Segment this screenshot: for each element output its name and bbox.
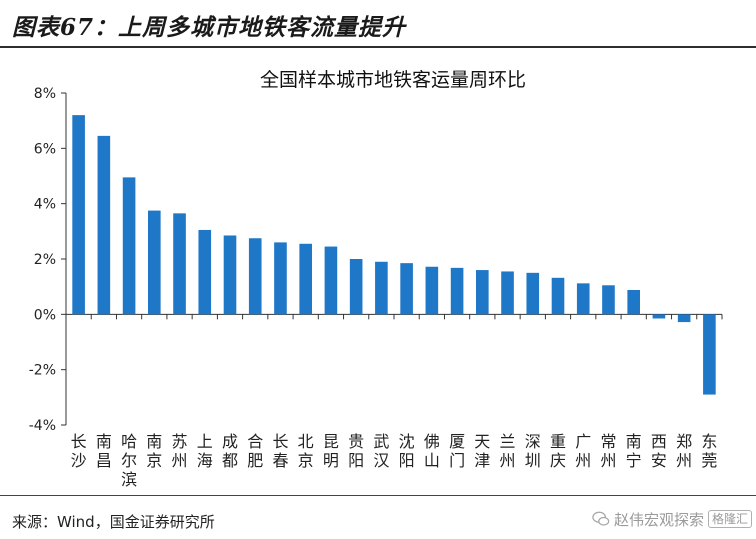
bar-23 [627,289,640,315]
x-tick-label: 天津 [474,432,490,470]
x-tick-label: 兰州 [500,432,516,470]
bar-9 [274,242,287,315]
x-tick-label: 苏州 [172,432,188,470]
chart-title: 全国样本城市地铁客运量周环比 [260,69,526,91]
bar-26 [703,314,716,395]
bar-2 [97,135,111,315]
bar-13 [375,261,388,315]
bar-11 [324,246,338,315]
bar-12 [349,259,363,315]
y-tick-label: 2% [34,252,56,268]
title-divider [0,46,756,48]
bar-24 [652,314,666,319]
bar-4 [148,210,161,315]
y-tick-label: 8% [34,86,56,102]
x-tick-label: 佛山 [424,432,440,470]
y-axis: -4% -2% 0% 2% 4% 6% 8% [29,86,723,434]
x-tick-label: 哈尔滨 [121,432,137,489]
x-tick-label: 广州 [575,432,591,470]
x-tick-label: 西安 [651,432,667,470]
bar-14 [400,263,413,315]
bar-19 [526,272,540,315]
page-title: 图表67：上周多城市地铁客流量提升 [12,14,407,41]
x-tick-label: 南宁 [626,432,642,470]
bar-25 [677,314,691,323]
bar-15 [425,266,439,315]
y-tick-label: 0% [34,307,56,323]
x-tick-label: 郑州 [676,432,692,470]
x-axis-labels: 长沙南昌哈尔滨南京苏州上海成都合肥长春北京昆明贵阳武汉沈阳佛山厦门天津兰州深圳重… [71,432,718,489]
bar-17 [476,270,489,315]
x-tick-label: 长春 [272,432,288,470]
x-tick-label: 常州 [600,432,616,470]
x-tick-label: 长沙 [71,432,87,470]
x-tick-label: 成都 [222,432,238,470]
y-tick-label: 4% [34,197,56,213]
watermark-brand: 格隆汇 [708,510,753,528]
watermark-text: 赵伟宏观探索 [614,510,705,529]
bar-chart: 全国样本城市地铁客运量周环比 -4%-2%0%2%4%6%8% 长沙南昌哈尔滨南… [29,69,723,489]
bars [72,115,716,395]
bar-22 [602,285,615,315]
x-tick-label: 东莞 [701,432,717,470]
x-tick-label: 合肥 [247,432,263,470]
x-tick-label: 南昌 [96,432,112,470]
bar-18 [501,271,514,315]
x-tick-label: 南京 [146,432,162,470]
x-tick-label: 上海 [197,432,213,470]
bar-10 [299,243,312,315]
bar-3 [122,177,136,315]
wechat-icon [592,511,610,526]
bar-7 [223,235,237,315]
x-tick-label: 贵阳 [348,432,364,470]
x-tick-label: 深圳 [525,432,541,470]
x-tick-label: 厦门 [449,432,465,470]
bar-1 [72,115,85,315]
watermark: 赵伟宏观探索 格隆汇 [592,502,753,536]
x-tick-label: 武汉 [373,432,389,470]
x-tick-label: 重庆 [550,432,566,470]
y-tick-label: 6% [34,141,56,157]
y-tick-label: -4% [29,418,56,434]
x-tick-label: 昆明 [323,432,339,470]
source-note: 来源：Wind，国金证券研究所 [12,513,215,531]
x-tick-label: 北京 [298,432,314,470]
bar-21 [576,283,590,315]
x-tick-label: 沈阳 [399,432,415,470]
bar-20 [551,277,565,315]
y-tick-label: -2% [29,363,56,379]
bar-8 [248,238,262,315]
bar-5 [173,213,186,315]
bar-16 [450,267,464,315]
bar-6 [198,229,212,315]
footer-divider [0,495,756,496]
